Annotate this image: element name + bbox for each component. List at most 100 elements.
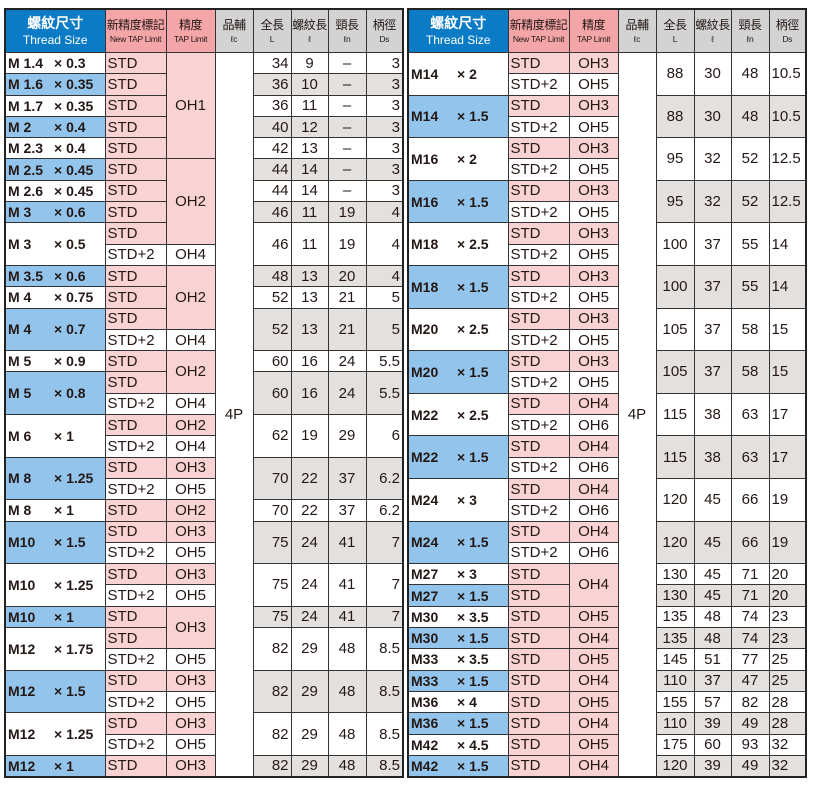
thread-length-cell: 22 <box>290 456 329 501</box>
shank-diameter-cell: 15 <box>768 307 807 352</box>
total-length-cell: 60 <box>252 371 292 416</box>
header-neck-length-jp: 頸長 <box>335 17 359 32</box>
thread-designation: M20 <box>411 321 439 338</box>
table-row: M12 × 1.25 STD OH3 82 29 48 8.5 <box>4 712 404 756</box>
neck-length-cell: 48 <box>730 94 770 139</box>
neck-length-cell: 66 <box>730 520 770 565</box>
table-row: STD+2 OH6 <box>408 456 806 479</box>
table-row: M36 × 4 STD OH5 155 57 82 28 <box>407 690 807 714</box>
shank-diameter-cell: 12.5 <box>768 137 807 181</box>
tap-limit-cell: OH6 <box>568 456 619 479</box>
thread-size-cell: M 2.5 × 0.45 <box>4 158 106 181</box>
new-tap-limit-cell: STD+2 <box>104 435 167 458</box>
new-tap-limit-cell: STD+2 <box>507 499 570 522</box>
neck-length-cell: – <box>327 94 367 117</box>
shank-diameter-cell: 10.5 <box>768 94 807 139</box>
total-length-cell: 36 <box>252 73 292 96</box>
header-lc-jp: 品輔 <box>222 17 246 32</box>
total-length-cell: 120 <box>655 520 695 565</box>
new-tap-limit-cell: STD+2 <box>507 158 570 181</box>
new-tap-limit-cell: STD+2 <box>104 690 167 714</box>
thread-length-cell: 30 <box>693 94 732 139</box>
thread-size-cell: M16 × 2 <box>407 137 509 181</box>
new-tap-limit-cell: STD <box>104 307 167 330</box>
new-tap-limit-cell: STD <box>507 51 570 75</box>
table-row: STD+2 OH5 <box>5 477 403 501</box>
header-tap-limit-en: TAP Limit <box>576 33 611 44</box>
thread-size-cell: M20 × 1.5 <box>407 350 509 394</box>
header-lc-en: ℓc <box>633 33 641 44</box>
thread-designation: M12 <box>8 640 36 657</box>
thread-length-cell: 11 <box>290 201 329 224</box>
header-neck-length-jp: 頸長 <box>738 17 762 32</box>
neck-length-cell: 48 <box>730 52 770 96</box>
shank-diameter-cell: 3 <box>365 51 404 75</box>
thread-length-cell: 32 <box>693 179 732 224</box>
thread-pitch: × 2 <box>457 150 477 167</box>
header-new-tap-limit-en: New TAP Limit <box>512 33 565 44</box>
thread-pitch: × 2 <box>457 65 477 82</box>
thread-pitch: × 1.5 <box>457 534 489 551</box>
header-thread-length-en: ℓ <box>308 33 311 44</box>
neck-length-cell: 74 <box>730 605 770 629</box>
thread-length-cell: 38 <box>693 392 732 437</box>
table-row: M 2.6 × 0.45 STD 44 14–3 <box>4 179 404 203</box>
thread-size-cell: M10 × 1.25 <box>4 563 106 607</box>
thread-pitch: × 0.9 <box>54 353 86 370</box>
shank-diameter-cell: 4 <box>365 264 404 288</box>
tap-limit-cell: OH5 <box>165 477 216 501</box>
tap-limit-cell: OH4 <box>568 669 619 692</box>
shank-diameter-cell: 20 <box>768 584 807 607</box>
shank-diameter-cell: 19 <box>768 477 807 522</box>
header-tap-limit-jp: 精度 <box>581 17 606 32</box>
table-row: M 6 × 1 STD OH2 62 19 29 6 <box>4 414 404 458</box>
thread-designation: M36 <box>411 715 439 732</box>
shank-diameter-cell: 3 <box>365 73 404 96</box>
table-row: M30 × 3.5 STD OH5 135 48 74 23 <box>407 605 807 629</box>
shank-diameter-cell: 4 <box>365 222 404 266</box>
shank-diameter-cell: 5 <box>365 307 404 352</box>
new-tap-limit-cell: STD <box>507 754 570 778</box>
header-thread-size-en: Thread Size <box>22 33 88 47</box>
thread-pitch: × 1.5 <box>457 363 489 380</box>
header-shank-diameter-jp: 柄徑 <box>372 17 397 32</box>
new-tap-limit-cell: STD <box>507 520 570 543</box>
header-row: 螺紋尺寸 Thread Size 新精度標記 New TAP Limit 精度 TAP L… <box>4 8 404 53</box>
shank-diameter-cell: 7 <box>365 605 404 629</box>
tap-limit-cell: OH1 <box>165 51 216 160</box>
thread-designation: M27 <box>411 587 439 604</box>
thread-designation: M42 <box>411 757 439 774</box>
thread-pitch: × 0.6 <box>54 268 86 285</box>
table-row: M10 × 1.25 STD OH3 75 24 41 7 <box>4 563 404 607</box>
shank-diameter-cell: 28 <box>768 712 807 735</box>
table-row: M 2.3 × 0.4 STD 42 13–3 <box>4 137 404 160</box>
header-shank-diameter-en: Ds <box>782 33 793 44</box>
shank-diameter-cell: 8.5 <box>365 712 404 756</box>
thread-size-cell: M12 × 1.75 <box>4 627 106 671</box>
total-length-cell: 115 <box>655 435 695 479</box>
neck-length-cell: 48 <box>327 754 367 778</box>
new-tap-limit-cell: STD <box>104 201 167 224</box>
thread-size-cell: M33 × 1.5 <box>407 669 509 692</box>
shank-diameter-cell: 6 <box>365 414 404 458</box>
tap-limit-cell: OH5 <box>165 648 216 671</box>
thread-designation: M33 <box>411 672 439 689</box>
neck-length-cell: 41 <box>327 605 367 629</box>
thread-designation: M14 <box>411 108 439 125</box>
table-row: STD+2 OH5 <box>408 328 806 352</box>
thread-size-cell: M24 × 1.5 <box>407 520 509 565</box>
header-lc-en: ℓc <box>230 33 238 44</box>
tap-limit-cell: OH5 <box>568 115 619 139</box>
header-total-length: 全長 L <box>252 8 292 53</box>
table-row: M30 × 1.5 STD OH4 135 48 74 23 <box>407 627 807 650</box>
tap-limit-cell: OH2 <box>165 350 216 394</box>
thread-length-cell: 14 <box>290 158 329 181</box>
table-row: M14 × 2 STD OH3 4P 88 30 48 10.5 <box>407 51 807 778</box>
neck-length-cell: 63 <box>730 392 770 437</box>
header-thread-length-jp: 螺紋長 <box>292 17 327 32</box>
tap-limit-cell: OH5 <box>568 371 619 394</box>
new-tap-limit-cell: STD <box>507 669 570 692</box>
new-tap-limit-cell: STD <box>104 520 167 543</box>
total-length-cell: 60 <box>252 350 292 373</box>
spec-table-right: 螺紋尺寸 Thread Size 新精度標記 New TAP Limit 精度 TAP L… <box>407 8 807 779</box>
